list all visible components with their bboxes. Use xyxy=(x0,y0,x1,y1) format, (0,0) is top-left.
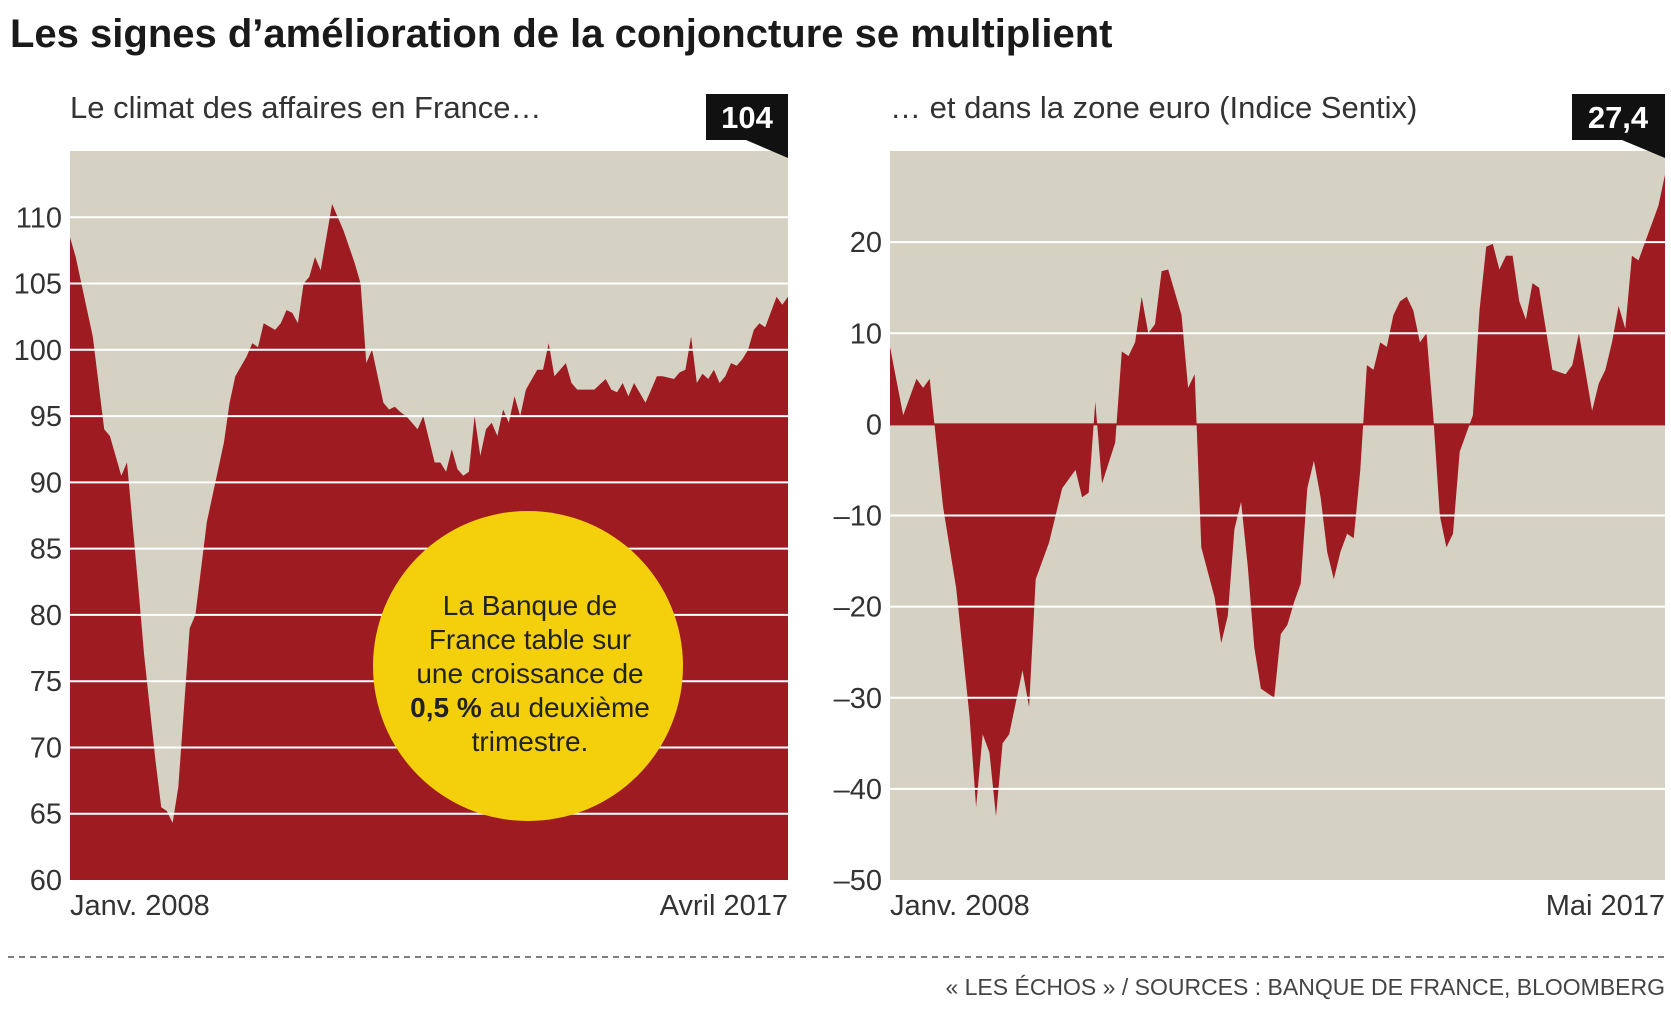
chart-eurozone-y-tick-label: –30 xyxy=(834,683,882,715)
annotation-line-4-text: au deuxième xyxy=(490,692,650,723)
chart-title: Les signes d’amélioration de la conjonct… xyxy=(10,12,1112,56)
chart-france-x-end-label: Avril 2017 xyxy=(660,890,788,922)
annotation-line-4: 0,5 % au deuxième xyxy=(410,692,650,723)
chart-france-y-tick-label: 80 xyxy=(30,600,62,632)
chart-france-y-tick-label: 60 xyxy=(30,865,62,897)
chart-france-y-tick-label: 95 xyxy=(30,401,62,433)
chart-france-y-tick-label: 110 xyxy=(16,202,62,234)
chart-france-y-tick-label: 100 xyxy=(14,335,62,367)
chart-eurozone-y-tick-label: –10 xyxy=(834,501,882,533)
annotation-line-2: France table sur xyxy=(429,624,631,655)
chart-eurozone-y-tick-label: –50 xyxy=(834,865,882,897)
chart-france-end-badge: 104 xyxy=(706,94,788,158)
chart-france-y-tick-label: 70 xyxy=(30,733,62,765)
chart-eurozone-area xyxy=(890,174,1665,817)
chart-eurozone-badge-value: 27,4 xyxy=(1588,100,1649,135)
chart-france-y-tick-label: 90 xyxy=(30,467,62,499)
chart-eurozone-gridlines xyxy=(890,241,1665,790)
chart-france-gridlines xyxy=(70,216,788,815)
chart-eurozone-subtitle: … et dans la zone euro (Indice Sentix) xyxy=(890,90,1417,125)
chart-france-y-tick-label: 85 xyxy=(30,534,62,566)
chart-france-y-tick-label: 105 xyxy=(14,269,62,301)
chart-eurozone-end-badge: 27,4 xyxy=(1572,94,1665,158)
chart-france-y-tick-label: 65 xyxy=(30,799,62,831)
annotation-bubble: La Banque de France table sur une croiss… xyxy=(373,511,683,821)
chart-france-y-tick-label: 75 xyxy=(30,666,62,698)
chart-france-y-axis: 60 65 70 75 80 85 90 95 100 105 110 xyxy=(14,202,62,897)
chart-eurozone-y-axis: –50 –40 –30 –20 –10 0 10 20 xyxy=(834,227,882,897)
chart-eurozone-y-tick-label: 10 xyxy=(850,318,882,350)
annotation-line-1: La Banque de xyxy=(443,590,617,621)
chart-eurozone: … et dans la zone euro (Indice Sentix) –… xyxy=(834,90,1665,922)
chart-eurozone-x-end-label: Mai 2017 xyxy=(1546,890,1665,922)
chart-eurozone-x-start-label: Janv. 2008 xyxy=(890,890,1030,922)
chart-france-subtitle: Le climat des affaires en France… xyxy=(70,90,542,125)
chart-france: Le climat des affaires en France… 60 65 70… xyxy=(14,90,788,922)
annotation-highlight: 0,5 % xyxy=(410,692,482,723)
chart-eurozone-y-tick-label: –20 xyxy=(834,592,882,624)
chart-france-x-start-label: Janv. 2008 xyxy=(70,890,210,922)
chart-france-badge-value: 104 xyxy=(721,100,773,135)
chart-eurozone-y-tick-label: 0 xyxy=(866,409,882,441)
annotation-line-3: une croissance de xyxy=(416,658,643,689)
source-credit: « LES ÉCHOS » / SOURCES : BANQUE DE FRAN… xyxy=(945,974,1665,1000)
chart-eurozone-y-tick-label: 20 xyxy=(850,227,882,259)
chart-eurozone-y-tick-label: –40 xyxy=(834,774,882,806)
annotation-line-5: trimestre. xyxy=(472,726,589,757)
